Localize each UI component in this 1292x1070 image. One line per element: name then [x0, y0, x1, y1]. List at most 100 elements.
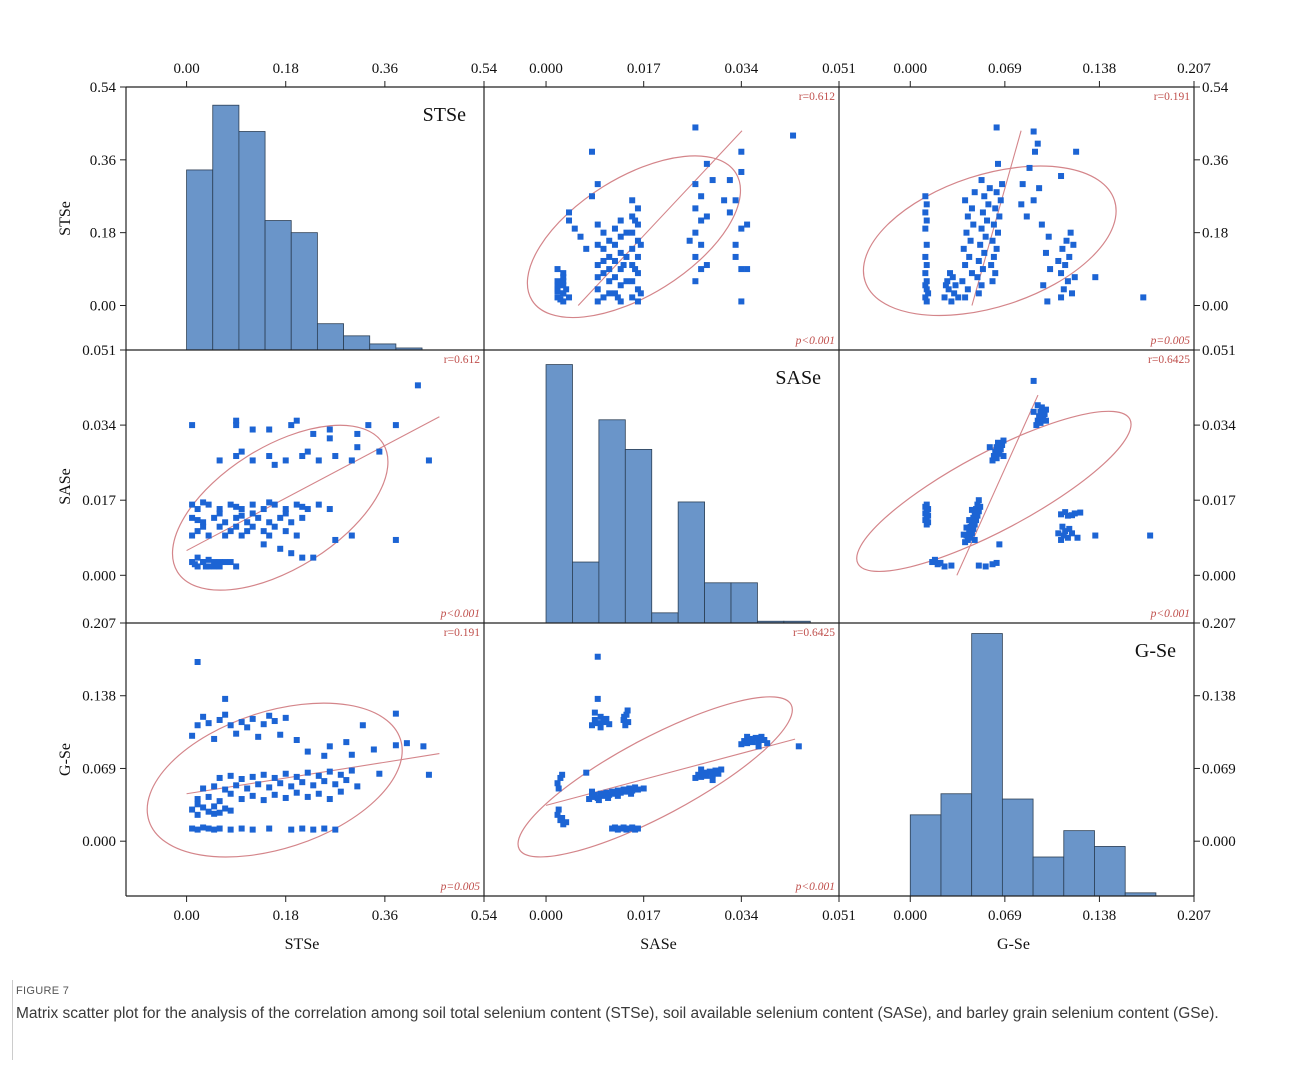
scatter-point: [211, 563, 218, 570]
panel-2-2: [909, 633, 1157, 896]
scatter-point: [293, 417, 300, 424]
scatter-point: [1060, 286, 1067, 293]
histogram-bar: [598, 419, 626, 623]
scatter-point: [1042, 406, 1049, 413]
scatter-point: [611, 257, 618, 264]
y-axis-title: SASe: [57, 468, 74, 504]
scatter-point: [310, 554, 317, 561]
scatter-point: [554, 266, 561, 273]
scatter-point: [971, 189, 978, 196]
histogram-bar: [238, 131, 266, 350]
scatter-point: [244, 519, 251, 526]
scatter-point: [238, 532, 245, 539]
scatter-point: [1074, 534, 1081, 541]
scatter-point: [623, 253, 630, 260]
scatter-point: [1060, 532, 1067, 539]
scatter-point: [738, 741, 745, 748]
scatter-point: [591, 716, 598, 723]
scatter-point: [978, 282, 985, 289]
scatter-point: [227, 722, 234, 729]
scatter-point: [703, 262, 710, 269]
scatter-point: [194, 528, 201, 535]
scatter-point: [975, 562, 982, 569]
scatter-point: [583, 769, 590, 776]
scatter-point: [922, 253, 929, 260]
scatter-point: [712, 767, 719, 774]
scatter-point: [425, 771, 432, 778]
figure-caption: FIGURE 7 Matrix scatter plot for the ana…: [16, 985, 1286, 1025]
scatter-point: [974, 274, 981, 281]
scatter-point: [715, 770, 722, 777]
scatter-point: [629, 213, 636, 220]
scatter-point: [260, 506, 267, 513]
scatter-point: [611, 274, 618, 281]
scatter-point: [606, 290, 613, 297]
scatter-point: [617, 298, 624, 305]
scatter-point: [968, 270, 975, 277]
scatter-point: [260, 528, 267, 535]
scatter-point: [310, 782, 317, 789]
scatter-point: [989, 278, 996, 285]
scatter-point: [277, 780, 284, 787]
x-tick-label-top: 0.54: [471, 61, 498, 77]
scatter-point: [222, 711, 229, 718]
scatter-point: [706, 768, 713, 775]
y-tick-label-right: 0.36: [1202, 153, 1229, 169]
scatter-point: [692, 229, 699, 236]
scatter-point: [999, 441, 1006, 448]
scatter-point: [238, 512, 245, 519]
scatter-point: [326, 743, 333, 750]
scatter-point: [1069, 512, 1076, 519]
scatter-point: [962, 294, 969, 301]
scatter-point: [310, 826, 317, 833]
scatter-point: [238, 448, 245, 455]
scatter-point: [1066, 525, 1073, 532]
histogram-bar: [290, 232, 318, 350]
scatter-point: [594, 286, 601, 293]
scatter-point: [623, 788, 630, 795]
scatter-point: [260, 797, 267, 804]
scatter-point: [997, 446, 1004, 453]
scatter-point: [993, 245, 1000, 252]
scatter-point: [260, 721, 267, 728]
histogram-bar: [212, 104, 240, 350]
scatter-point: [588, 193, 595, 200]
scatter-point: [1092, 532, 1099, 539]
scatter-point: [1062, 528, 1069, 535]
scatter-point: [992, 448, 999, 455]
scatter-point: [761, 737, 768, 743]
scatter-point: [966, 528, 973, 535]
variable-label: SASe: [775, 367, 821, 389]
scatter-point: [971, 536, 978, 543]
scatter-point: [1019, 181, 1026, 188]
scatter-point: [191, 561, 198, 568]
scatter-point: [1062, 262, 1069, 269]
y-tick-label-right: 0.138: [1202, 689, 1236, 705]
scatter-point: [600, 719, 607, 726]
scatter-point: [205, 825, 212, 832]
scatter-point: [227, 501, 234, 508]
y-tick-label-right: 0.00: [1202, 298, 1228, 314]
regression-line: [186, 753, 440, 795]
correlation-p: p<0.001: [795, 881, 835, 893]
y-tick-label-left: 0.000: [82, 568, 116, 584]
scatter-point: [222, 805, 229, 812]
scatter-point: [554, 278, 561, 285]
scatter-point: [326, 768, 333, 775]
scatter-point: [299, 825, 306, 832]
scatter-point: [266, 712, 273, 719]
scatter-point: [738, 266, 745, 273]
scatter-point: [1064, 534, 1071, 541]
scatter-point: [981, 193, 988, 200]
scatter-point: [594, 241, 601, 248]
scatter-point: [293, 737, 300, 743]
scatter-point: [233, 422, 240, 429]
scatter-point: [698, 266, 705, 273]
scatter-point: [376, 448, 383, 455]
y-tick-label-right: 0.18: [1202, 226, 1228, 242]
scatter-point: [244, 528, 251, 535]
scatter-point: [299, 514, 306, 521]
scatter-point: [566, 294, 573, 301]
scatter-point: [288, 519, 295, 526]
scatter-point: [560, 290, 567, 297]
